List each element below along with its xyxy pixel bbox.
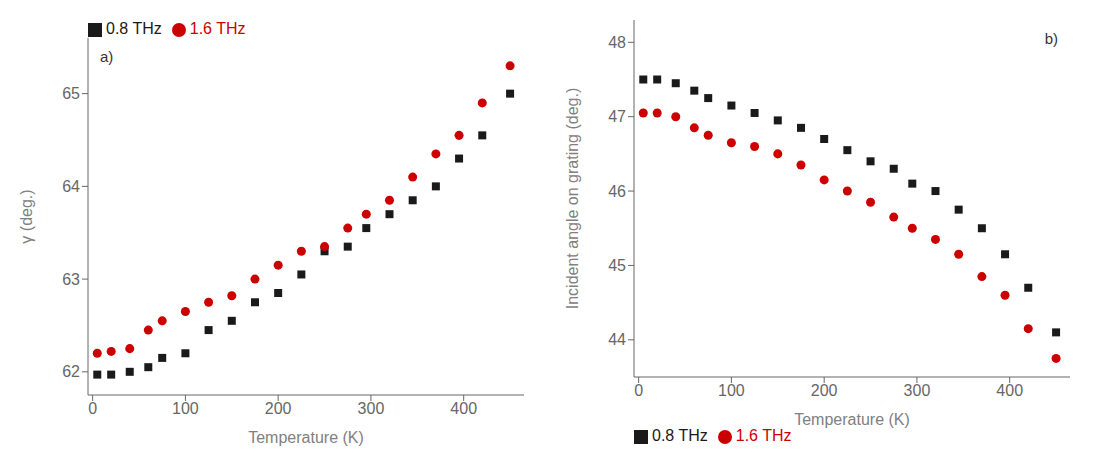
svg-text:100: 100 bbox=[172, 400, 199, 417]
html-text:1.6 THz: 1.6 THz bbox=[189, 20, 246, 37]
svg-text:64: 64 bbox=[62, 178, 80, 195]
svg-text:44: 44 bbox=[608, 331, 626, 348]
svg-text:Incident angle on grating (deg: Incident angle on grating (deg.) bbox=[564, 88, 581, 309]
svg-text:45: 45 bbox=[608, 257, 626, 274]
svg-text:300: 300 bbox=[904, 382, 931, 399]
svg-text:a): a) bbox=[100, 48, 113, 65]
svg-text:γ (deg.): γ (deg.) bbox=[18, 189, 35, 243]
svg-text:400: 400 bbox=[450, 400, 477, 417]
svg-text:65: 65 bbox=[62, 85, 80, 102]
svg-text:200: 200 bbox=[811, 382, 838, 399]
html-text:0.8 THz: 0.8 THz bbox=[652, 427, 708, 444]
svg-text:300: 300 bbox=[358, 400, 385, 417]
svg-text:0: 0 bbox=[88, 400, 97, 417]
svg-text:100: 100 bbox=[718, 382, 745, 399]
svg-text:Temperature (K): Temperature (K) bbox=[248, 429, 364, 446]
svg-text:48: 48 bbox=[608, 34, 626, 51]
html-text:0.8 THz: 0.8 THz bbox=[106, 20, 162, 37]
svg-text:62: 62 bbox=[62, 363, 80, 380]
svg-text:63: 63 bbox=[62, 271, 80, 288]
svg-text:Temperature (K): Temperature (K) bbox=[794, 411, 910, 428]
svg-text:400: 400 bbox=[996, 382, 1023, 399]
svg-text:0: 0 bbox=[634, 382, 643, 399]
svg-text:200: 200 bbox=[265, 400, 292, 417]
svg-text:47: 47 bbox=[608, 108, 626, 125]
svg-text:46: 46 bbox=[608, 183, 626, 200]
html-text:1.6 THz: 1.6 THz bbox=[735, 427, 792, 444]
svg-text:b): b) bbox=[1045, 30, 1058, 47]
